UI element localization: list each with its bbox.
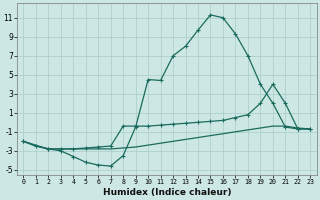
X-axis label: Humidex (Indice chaleur): Humidex (Indice chaleur)	[103, 188, 231, 197]
